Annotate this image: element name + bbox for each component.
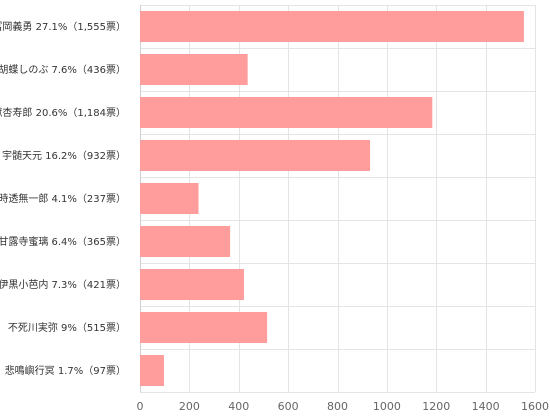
category-label: 煉獄杏寿郎 20.6%（1,184票） <box>0 106 126 119</box>
bar <box>140 97 433 128</box>
x-tick-label: 800 <box>327 400 348 413</box>
x-tick-label: 1400 <box>472 400 500 413</box>
category-label: 甘露寺蜜璃 6.4%（365票） <box>0 235 126 248</box>
category-label: 悲鳴嶼行冥 1.7%（97票） <box>5 364 126 377</box>
x-axis-tick-labels: 0 200 400 600 800 1000 1200 1400 1600 <box>137 400 550 413</box>
bar <box>140 183 199 214</box>
category-label: 不死川実弥 9%（515票） <box>8 321 126 334</box>
category-label: 時透無一郎 4.1%（237票） <box>0 192 126 205</box>
bar <box>140 54 248 85</box>
category-label: 伊黒小芭内 7.3%（421票） <box>0 278 126 291</box>
x-tick-label: 1200 <box>422 400 450 413</box>
x-tick-label: 400 <box>228 400 249 413</box>
x-tick-label: 1600 <box>521 400 549 413</box>
x-tick-label: 0 <box>137 400 144 413</box>
bar <box>140 11 524 42</box>
bar <box>140 269 244 300</box>
bar <box>140 312 268 343</box>
category-label: 胡蝶しのぶ 7.6%（436票） <box>0 63 126 76</box>
bars <box>140 11 524 386</box>
bar <box>140 355 164 386</box>
x-tick-label: 1000 <box>373 400 401 413</box>
bar <box>140 140 371 171</box>
category-label: 宇髄天元 16.2%（932票） <box>2 149 126 162</box>
category-label: 冨岡義勇 27.1%（1,555票） <box>0 20 126 33</box>
bar <box>140 226 231 257</box>
category-labels: 冨岡義勇 27.1%（1,555票） 胡蝶しのぶ 7.6%（436票） 煉獄杏寿郎 … <box>0 20 126 377</box>
x-tick-label: 200 <box>179 400 200 413</box>
x-tick-label: 600 <box>278 400 299 413</box>
